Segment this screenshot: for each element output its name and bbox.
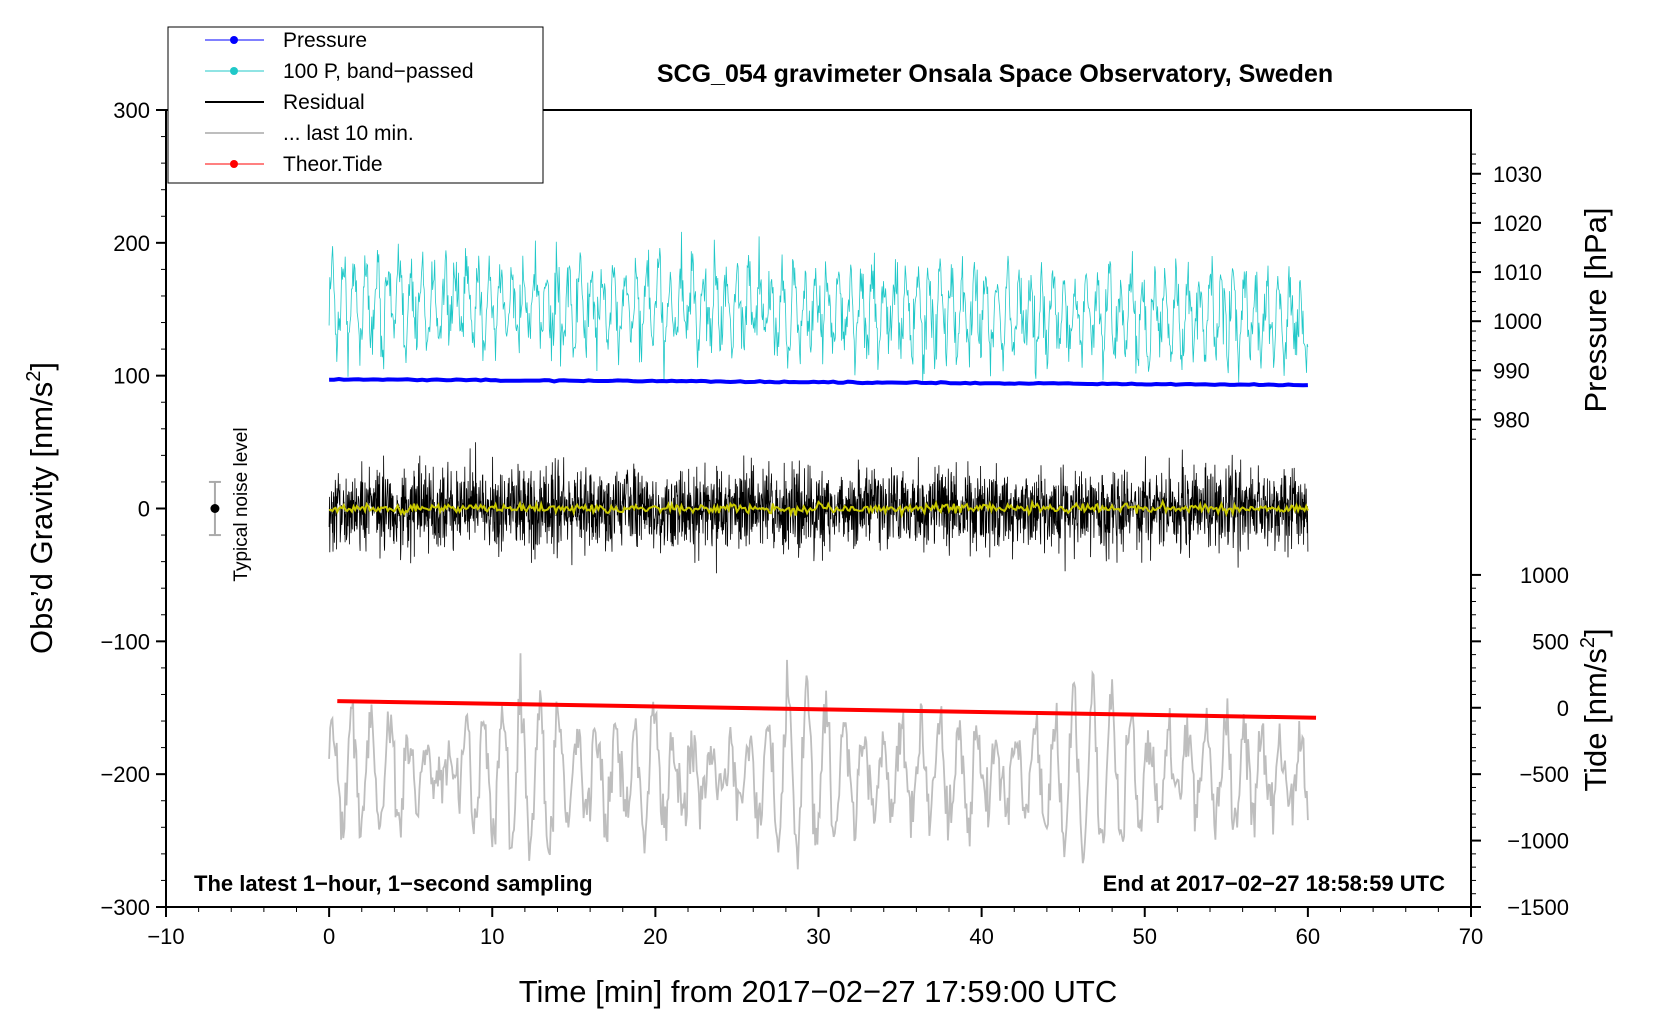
y-pressure-tick-label: 980 (1493, 408, 1530, 433)
series-last-10-min (328, 653, 1309, 870)
legend: Pressure 100 P, band−passed Residual ... la… (167, 26, 544, 184)
y-pressure-tick-label: 990 (1493, 358, 1530, 383)
legend-marker (230, 67, 238, 75)
noise-level-indicator (208, 480, 221, 537)
y-axis-tide: 1000 500 0 −500 −1000 −1500 (1471, 563, 1569, 920)
series-theoretical-tide (337, 699, 1317, 720)
legend-marker (230, 160, 238, 168)
annotation-sampling: The latest 1−hour, 1−second sampling (194, 871, 593, 896)
noise-bar-point (210, 504, 220, 513)
x-tick-label: −10 (147, 924, 184, 949)
y-pressure-tick-label: 1030 (1493, 162, 1542, 187)
y-axis-pressure-label: Pressure [hPa] (1578, 207, 1613, 412)
x-tick-label: 10 (480, 924, 504, 949)
annotation-end-time: End at 2017−02−27 18:58:59 UTC (1103, 871, 1446, 896)
x-axis-label: Time [min] from 2017−02−27 17:59:00 UTC (519, 974, 1118, 1009)
y-pressure-tick-label: 1010 (1493, 260, 1542, 285)
series-layer (328, 231, 1317, 870)
series-bandpassed-pressure (328, 231, 1309, 383)
x-axis: −10 0 10 20 30 40 50 60 70 (147, 907, 1483, 949)
y-left-tick-label: 100 (113, 364, 150, 389)
legend-label: 100 P, band−passed (283, 60, 474, 83)
y-pressure-tick-label: 1000 (1493, 309, 1542, 334)
y-left-tick-label: −300 (100, 895, 150, 920)
y-tide-tick-label: 500 (1532, 629, 1569, 654)
x-tick-label: 30 (806, 924, 830, 949)
y-axis-left-label: Obs’d Gravity [nm/s2] (23, 362, 59, 654)
legend-label: ... last 10 min. (283, 122, 414, 145)
y-tide-tick-label: 0 (1557, 696, 1569, 721)
y-tide-tick-label: 1000 (1520, 563, 1569, 588)
y-axis-left: 300 200 100 0 −100 −200 −300 (100, 98, 166, 920)
y-tide-tick-label: −1500 (1507, 895, 1569, 920)
legend-label: Pressure (283, 29, 367, 52)
y-tide-tick-label: −500 (1519, 762, 1569, 787)
y-left-tick-label: −200 (100, 762, 150, 787)
series-residual-smoothed (328, 498, 1309, 519)
x-tick-label: 0 (323, 924, 335, 949)
chart-title: SCG_054 gravimeter Onsala Space Observat… (657, 60, 1333, 88)
legend-label: Theor.Tide (283, 153, 383, 176)
y-left-tick-label: 0 (138, 497, 150, 522)
x-tick-label: 70 (1459, 924, 1483, 949)
y-left-tick-label: 300 (113, 98, 150, 123)
y-axis-tide-label: Tide [nm/s2] (1577, 628, 1613, 791)
y-axis-pressure: 1030 1020 1010 1000 990 980 (1471, 153, 1542, 440)
y-tide-tick-label: −1000 (1507, 829, 1569, 854)
series-pressure (329, 376, 1308, 388)
legend-box (167, 26, 544, 184)
x-tick-label: 60 (1296, 924, 1320, 949)
y-left-tick-label: 200 (113, 231, 150, 256)
y-pressure-tick-label: 1020 (1493, 211, 1542, 236)
x-tick-label: 40 (969, 924, 993, 949)
series-residual (328, 442, 1309, 574)
x-tick-label: 20 (643, 924, 667, 949)
legend-marker (230, 36, 238, 44)
legend-label: Residual (283, 91, 365, 114)
noise-level-label: Typical noise level (231, 427, 252, 581)
x-tick-label: 50 (1133, 924, 1157, 949)
y-left-tick-label: −100 (100, 629, 150, 654)
